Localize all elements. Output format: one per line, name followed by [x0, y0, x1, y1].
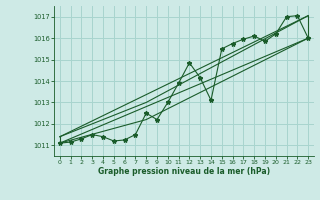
X-axis label: Graphe pression niveau de la mer (hPa): Graphe pression niveau de la mer (hPa)	[98, 167, 270, 176]
